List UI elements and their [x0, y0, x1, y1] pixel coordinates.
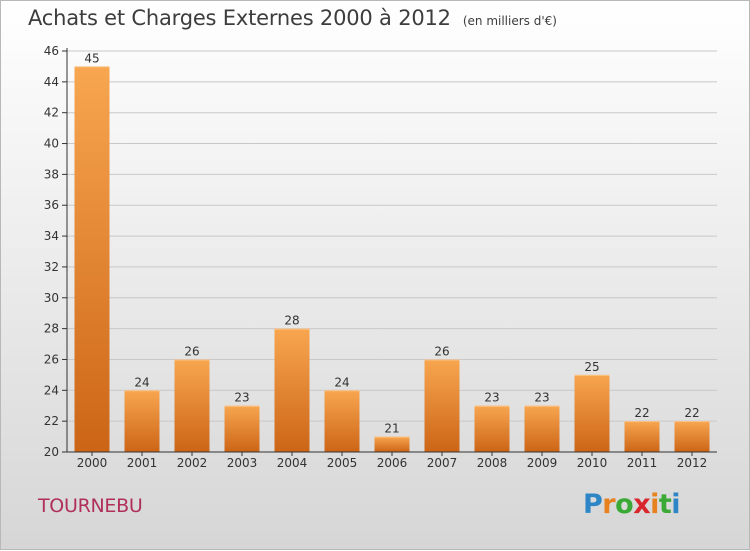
logo-letter: P — [583, 489, 603, 520]
bar-2011 — [624, 421, 660, 452]
logo-letter: t — [658, 489, 672, 520]
x-tick-label: 2006 — [377, 456, 408, 470]
y-tick-label: 42 — [44, 106, 59, 120]
axes: 20 22 24 26 28 30 32 34 36 38 40 42 44 46 2000 2001 2002… — [44, 44, 717, 470]
bar-2006 — [374, 436, 410, 452]
bar-2003 — [224, 405, 260, 452]
bar-2005 — [324, 390, 360, 452]
y-tick-label: 40 — [44, 137, 59, 151]
y-tick-label: 34 — [44, 229, 59, 243]
y-tick-label: 24 — [44, 383, 59, 397]
x-tick-label: 2003 — [227, 456, 258, 470]
data-label: 21 — [384, 422, 399, 436]
x-tick-label: 2009 — [527, 456, 558, 470]
bar-2000 — [74, 66, 110, 452]
data-label: 45 — [84, 51, 99, 65]
logo-letter: i — [650, 489, 659, 520]
y-tick-label: 22 — [44, 414, 59, 428]
bar-2012 — [674, 421, 710, 452]
chart-title-main: Achats et Charges Externes 2000 à 2012 — [28, 6, 451, 30]
data-label: 23 — [234, 391, 249, 405]
bar-2010 — [574, 374, 610, 452]
data-label: 22 — [684, 406, 699, 420]
bar-2001 — [124, 390, 160, 452]
data-label: 25 — [584, 360, 599, 374]
bars — [74, 66, 710, 452]
chart-title: Achats et Charges Externes 2000 à 2012 (e… — [28, 6, 557, 30]
logo-letter: r — [602, 489, 616, 520]
data-label: 28 — [284, 314, 299, 328]
bar-2008 — [474, 405, 510, 452]
chart-unit-note: (en milliers d'€) — [462, 14, 557, 28]
data-label: 23 — [534, 391, 549, 405]
commune-name: TOURNEBU — [38, 495, 143, 517]
data-label: 26 — [434, 344, 449, 358]
x-tick-label: 2001 — [127, 456, 158, 470]
x-tick-label: 2000 — [77, 456, 108, 470]
labels: 45 24 26 23 28 24 21 26 23 23 25 22 22 — [84, 51, 699, 435]
x-tick-label: 2002 — [177, 456, 208, 470]
y-tick-label: 32 — [44, 260, 59, 274]
data-label: 22 — [634, 406, 649, 420]
y-tick-label: 44 — [44, 75, 59, 89]
data-label: 26 — [184, 344, 199, 358]
data-label: 24 — [334, 375, 349, 389]
y-tick-label: 36 — [44, 198, 59, 212]
y-tick-label: 30 — [44, 291, 59, 305]
y-tick-label: 38 — [44, 167, 59, 181]
y-tick-label: 46 — [44, 44, 59, 58]
x-tick-label: 2007 — [427, 456, 458, 470]
x-tick-label: 2008 — [477, 456, 508, 470]
grid-lines — [67, 50, 717, 422]
x-tick-label: 2010 — [577, 456, 608, 470]
logo-letter: o — [615, 489, 634, 520]
data-label: 24 — [134, 375, 149, 389]
bar-2009 — [524, 405, 560, 452]
y-tick-label: 26 — [44, 352, 59, 366]
proxiti-logo: Proxiti — [583, 489, 681, 520]
logo-letter: i — [671, 489, 681, 520]
x-tick-label: 2012 — [677, 456, 708, 470]
data-label: 23 — [484, 391, 499, 405]
x-tick-label: 2005 — [327, 456, 358, 470]
y-tick-label: 20 — [44, 445, 59, 459]
bar-2007 — [424, 359, 460, 452]
x-tick-label: 2011 — [627, 456, 658, 470]
bar-2002 — [174, 359, 210, 452]
x-tick-label: 2004 — [277, 456, 308, 470]
y-tick-label: 28 — [44, 322, 59, 336]
bar-2004 — [274, 328, 310, 452]
logo-letter: x — [633, 489, 651, 520]
